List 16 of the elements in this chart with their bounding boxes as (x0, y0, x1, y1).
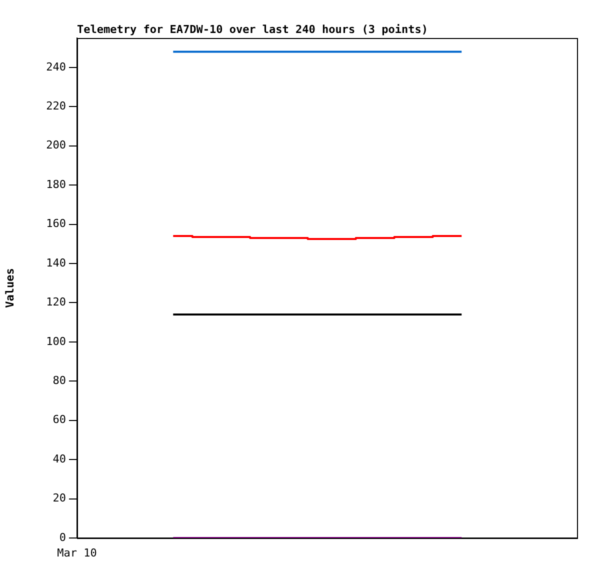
y-tick-label: 0 (59, 530, 66, 544)
y-tick-label: 20 (52, 492, 66, 505)
y-tick-label: 180 (46, 178, 66, 191)
y-tick-label: 160 (46, 217, 66, 230)
y-tick-label: 40 (52, 452, 66, 466)
y-tick-label: 220 (46, 99, 66, 112)
chart-title: Telemetry for EA7DW-10 over last 240 hours (3 points) (77, 23, 428, 36)
y-tick-label: 240 (46, 60, 66, 74)
y-tick-label: 80 (52, 374, 66, 387)
y-tick-label: 140 (46, 256, 66, 270)
y-axis-title: Values (3, 268, 16, 308)
y-tick-label: 120 (46, 296, 66, 309)
text: Mar 10 (57, 546, 97, 560)
y-tick-label: 60 (52, 413, 66, 426)
y-tick-label: 100 (46, 334, 66, 348)
y-tick-label: 200 (46, 138, 66, 152)
